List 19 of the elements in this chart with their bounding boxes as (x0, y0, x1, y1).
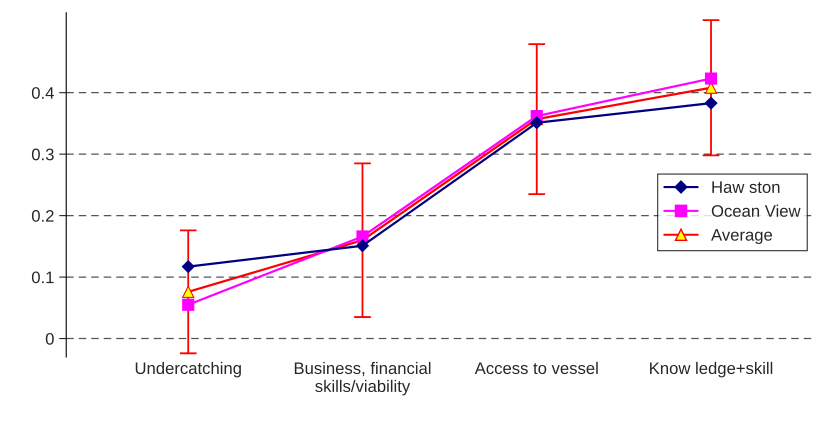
point (356, 239, 369, 252)
legend-label: Haw ston (712, 181, 780, 194)
y-tick-label: 0.3 (32, 148, 54, 160)
point (530, 116, 544, 130)
y-tick-label: 0 (46, 332, 54, 345)
y-tick-label: 0.4 (32, 87, 54, 99)
point (182, 298, 194, 311)
y-tick-label: 0.2 (32, 210, 54, 222)
x-tick-label: Access to vessel (474, 362, 598, 374)
y-tick-label: 0.1 (32, 271, 54, 284)
x-tick-label: Business, financial skills/viability (294, 362, 430, 396)
point (704, 72, 718, 85)
legend-label: Ocean View (712, 204, 801, 217)
point (704, 96, 718, 110)
x-tick-label: Know ledge+skill (650, 362, 772, 378)
x-tick-label: Undercatching (136, 362, 241, 378)
legend-label: Average (711, 229, 772, 244)
point (182, 260, 195, 274)
point (182, 286, 194, 298)
